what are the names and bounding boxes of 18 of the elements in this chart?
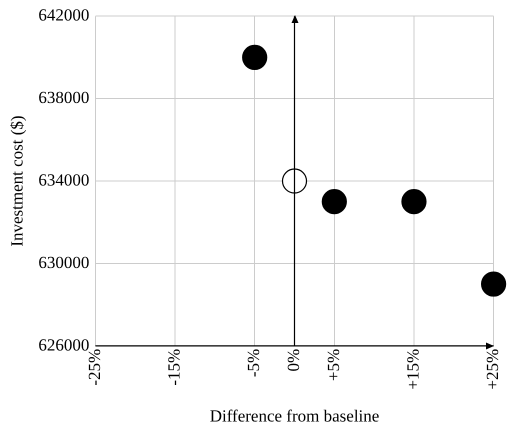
x-tick-label: 0%	[284, 348, 303, 372]
y-axis-title: Investment cost ($)	[8, 115, 27, 247]
x-tick-label: -5%	[244, 348, 264, 378]
point	[322, 189, 347, 214]
y-tick-label: 634000	[38, 170, 90, 190]
x-axis-title: Difference from baseline	[210, 406, 380, 426]
y-tick-label: 626000	[38, 335, 90, 354]
x-tick-label: -15%	[164, 348, 184, 386]
y-tick-label: 638000	[38, 88, 90, 108]
point	[282, 168, 308, 194]
point	[481, 271, 506, 297]
y-tick-label: 642000	[38, 6, 90, 25]
x-tick-label: +5%	[324, 348, 343, 382]
point	[401, 189, 427, 214]
x-tick-label: +25%	[483, 348, 502, 390]
point	[242, 44, 268, 70]
y-tick-label: 630000	[38, 252, 90, 272]
x-tick-label: +15%	[403, 348, 422, 390]
